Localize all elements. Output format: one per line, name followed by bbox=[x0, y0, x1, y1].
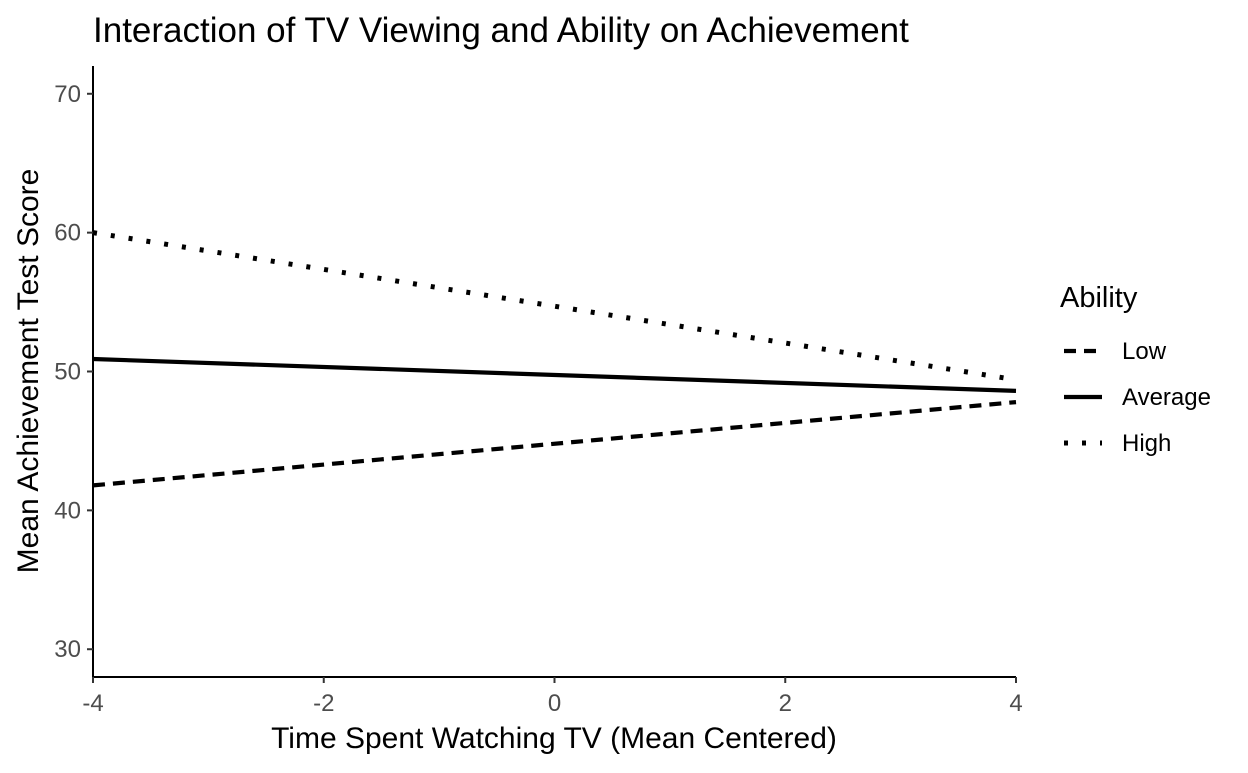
legend: Ability Low Average High bbox=[1060, 282, 1211, 457]
x-tick-label: 2 bbox=[779, 690, 792, 717]
x-axis-title: Time Spent Watching TV (Mean Centered) bbox=[271, 722, 837, 755]
y-tick-label: 30 bbox=[54, 636, 81, 663]
x-tick-label: -4 bbox=[82, 690, 103, 717]
legend-label-high: High bbox=[1122, 430, 1171, 457]
series-lines bbox=[92, 230, 1017, 488]
series-line-average bbox=[92, 356, 1017, 393]
x-tick-label: 0 bbox=[548, 690, 561, 717]
series-line-low bbox=[92, 400, 1017, 488]
y-axis: 30 40 50 60 70 bbox=[54, 66, 94, 677]
y-tick-label: 50 bbox=[54, 359, 81, 386]
y-tick-label: 40 bbox=[54, 497, 81, 524]
legend-title: Ability bbox=[1060, 282, 1138, 314]
series-line-high bbox=[92, 230, 1017, 383]
chart-title: Interaction of TV Viewing and Ability on… bbox=[93, 11, 909, 50]
x-tick-label: 4 bbox=[1009, 690, 1022, 717]
legend-label-low: Low bbox=[1122, 338, 1167, 365]
y-tick-label: 70 bbox=[54, 81, 81, 108]
y-tick-label: 60 bbox=[54, 220, 81, 247]
x-axis: -4 -2 0 2 4 bbox=[82, 676, 1023, 717]
x-tick-label: -2 bbox=[313, 690, 334, 717]
legend-label-average: Average bbox=[1122, 384, 1211, 411]
y-axis-title: Mean Achievement Test Score bbox=[12, 169, 45, 574]
